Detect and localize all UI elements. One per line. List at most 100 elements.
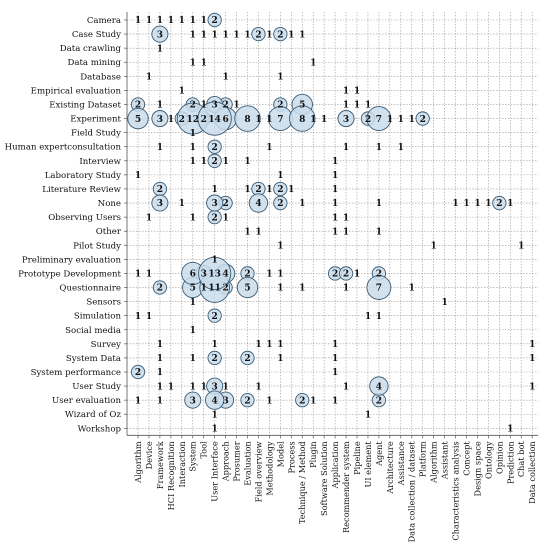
data-label: 1 [376, 199, 382, 209]
data-label: 3 [212, 199, 218, 209]
data-label: 1 [431, 241, 437, 251]
data-label: 4 [376, 382, 382, 392]
data-label: 1 [157, 382, 163, 392]
data-bubble [289, 105, 316, 132]
x-tick-label: Assistant [440, 441, 450, 481]
x-tick-label: Prediction [505, 441, 515, 485]
data-label: 1 [277, 354, 283, 364]
data-label: 1 [332, 199, 338, 209]
x-tick-label: System [188, 441, 198, 472]
data-label: 1 [277, 270, 283, 280]
data-label: 2 [157, 284, 163, 294]
data-bubble [207, 153, 222, 168]
data-bubble [273, 26, 288, 42]
data-label: 1 [266, 30, 272, 40]
data-label: 2 [190, 101, 196, 111]
data-label: 1 [266, 185, 272, 195]
data-bubble [366, 275, 392, 300]
data-bubble [273, 195, 288, 211]
data-label: 1 [266, 396, 272, 406]
data-bubble [207, 308, 222, 323]
data-label: 1 [332, 227, 338, 237]
data-label: 1 [343, 213, 349, 223]
data-label: 1 [266, 340, 272, 350]
x-tick-label: Assistance [396, 441, 406, 486]
data-label: 1 [157, 44, 163, 54]
data-label: 1 [190, 382, 196, 392]
data-label: 1 [179, 16, 185, 26]
data-bubble [369, 376, 389, 396]
data-label: 1 [135, 16, 141, 26]
data-label: 5 [190, 284, 196, 294]
data-label: 1 [146, 270, 152, 280]
x-tick-label: Process [286, 441, 296, 473]
data-label: 1 [201, 101, 207, 111]
y-tick-label: System performance [31, 368, 121, 378]
data-label: 1 [244, 30, 250, 40]
data-label: 1 [266, 115, 272, 125]
x-tick-label: Chat bot [516, 441, 526, 477]
data-bubble [130, 364, 146, 380]
data-bubble [151, 110, 169, 128]
data-bubble [207, 139, 222, 154]
data-label: 1 [201, 16, 207, 26]
data-label: 1 [277, 171, 283, 181]
x-tick-label: Prosumer [232, 441, 242, 481]
y-tick-label: Database [80, 72, 121, 82]
data-label: 3 [212, 382, 218, 392]
bubble-layer: 1 1 1 1 1 1 1 23 1 1 1 1 1 1 2 1 2 1 111 1 11 1 11 1 12 1 2 1 3 2 1 2 5 1… [127, 12, 535, 435]
data-label: 1 [529, 354, 535, 364]
y-tick-labels: Camera Case Study Data crawling Data mining… [5, 16, 122, 434]
data-label: 1 [212, 185, 218, 195]
data-label: 2 [179, 115, 185, 125]
data-label: 2 [376, 396, 382, 406]
data-label: 1 [222, 157, 228, 167]
data-label: 7 [376, 284, 382, 294]
data-label: 2 [255, 30, 261, 40]
data-label: 1 [376, 143, 382, 153]
data-label: 1 [201, 284, 207, 294]
x-tick-label: UI element [363, 441, 373, 488]
x-tick-label: Concept [462, 441, 472, 476]
data-label: 1 [332, 340, 338, 350]
data-label: 2 [212, 312, 218, 322]
data-label: 1 [266, 270, 272, 280]
data-label: 1 [190, 129, 196, 139]
data-label: 1 [354, 87, 360, 97]
data-label: 2 [277, 199, 283, 209]
data-label: 1 [452, 199, 458, 209]
data-label: 1 [233, 101, 239, 111]
data-label: 1 [343, 101, 349, 111]
data-label: 1 [168, 16, 174, 26]
data-label: 1 [201, 30, 207, 40]
data-label: 1 [190, 354, 196, 364]
data-label: 1 [365, 101, 371, 111]
data-label: 3 [157, 199, 163, 209]
data-label: 1 [190, 213, 196, 223]
data-label: 2 [222, 101, 228, 111]
data-label: 3 [343, 115, 349, 125]
data-label: 3 [157, 115, 163, 125]
x-tick-label: Opinion [494, 441, 504, 474]
y-tick-label: Interview [79, 157, 121, 167]
data-bubble [234, 105, 261, 132]
data-bubble [204, 390, 225, 410]
data-label: 1 [255, 382, 261, 392]
data-label: 1 [146, 16, 152, 26]
data-label: 2 [222, 199, 228, 209]
data-bubble [366, 106, 392, 131]
data-label: 1 [255, 227, 261, 237]
data-label: 1 [255, 115, 261, 125]
x-tick-label: Approach [221, 441, 231, 483]
data-label: 1 [474, 199, 480, 209]
data-label: 1 [310, 58, 316, 68]
data-label: 1 [179, 87, 185, 97]
data-label: 1 [299, 284, 305, 294]
data-label: 1 [288, 185, 294, 195]
data-label: 1 [332, 171, 338, 181]
y-tick-label: Wizard of Oz [65, 410, 122, 420]
y-tick-label: Data crawling [60, 44, 122, 54]
data-bubble [251, 26, 266, 42]
data-label: 1 [343, 382, 349, 392]
